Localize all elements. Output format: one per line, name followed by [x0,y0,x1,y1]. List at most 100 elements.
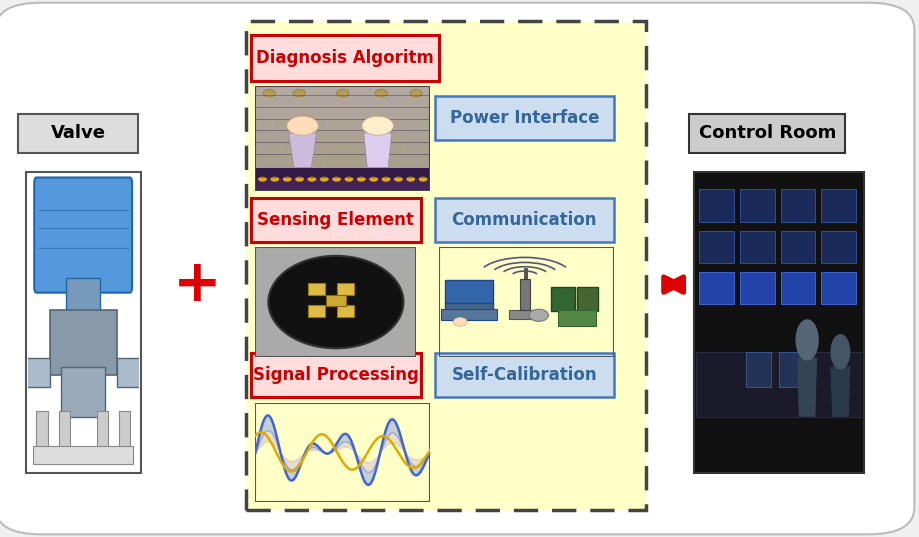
Bar [61,366,106,417]
Polygon shape [335,93,387,168]
Bar [255,168,430,191]
Circle shape [295,177,304,182]
Bar [822,231,857,263]
Bar [50,310,117,375]
Circle shape [375,90,387,97]
Bar [336,283,355,295]
Bar [308,283,325,295]
Bar [780,272,815,304]
Text: Communication: Communication [451,211,597,229]
Bar [33,446,133,464]
Bar [308,305,325,317]
FancyBboxPatch shape [694,172,864,473]
Bar [696,352,862,417]
Polygon shape [797,358,817,417]
Circle shape [287,117,318,135]
Circle shape [357,177,366,182]
Bar [255,107,430,120]
Bar [558,310,596,326]
Text: +: + [173,256,222,313]
FancyBboxPatch shape [34,177,132,293]
Bar [822,189,857,222]
FancyBboxPatch shape [435,353,614,397]
Circle shape [406,177,415,182]
FancyBboxPatch shape [251,353,421,397]
FancyBboxPatch shape [246,21,646,510]
Circle shape [336,90,349,97]
Polygon shape [831,366,850,417]
Circle shape [268,256,403,349]
Bar [699,189,734,222]
Bar [740,231,775,263]
Polygon shape [325,93,360,168]
Circle shape [264,90,276,97]
Bar [255,119,430,132]
Circle shape [333,177,341,182]
Text: Sensing Element: Sensing Element [257,211,414,229]
Circle shape [796,319,819,361]
Bar [336,305,355,317]
Bar [699,231,734,263]
Bar [740,189,775,222]
Text: Diagnosis Algoritm: Diagnosis Algoritm [256,49,434,67]
Circle shape [258,177,267,182]
Bar [255,165,430,178]
Circle shape [345,177,353,182]
Polygon shape [294,93,352,168]
Bar [779,352,804,387]
Bar [509,310,540,318]
Bar [255,96,430,108]
Text: Control Room: Control Room [698,124,836,142]
Polygon shape [265,93,325,168]
FancyBboxPatch shape [435,96,614,140]
Polygon shape [360,93,422,168]
Bar [255,154,430,166]
Bar [117,358,141,387]
Bar [445,303,494,311]
Bar [96,411,108,458]
Polygon shape [364,133,391,168]
Bar [551,287,575,311]
FancyBboxPatch shape [689,114,845,153]
Circle shape [308,177,316,182]
Circle shape [270,177,279,182]
Bar [119,411,130,458]
Bar [255,130,430,143]
Bar [59,411,70,458]
Circle shape [369,177,378,182]
Bar [822,272,857,304]
Bar [441,309,497,320]
Circle shape [453,317,467,326]
Circle shape [410,90,422,97]
Circle shape [293,90,305,97]
FancyBboxPatch shape [18,114,138,153]
Circle shape [394,177,403,182]
Circle shape [419,177,427,182]
Bar [780,231,815,263]
Text: Self-Calibration: Self-Calibration [451,366,597,384]
Circle shape [283,177,291,182]
Bar [740,272,775,304]
Circle shape [529,309,549,321]
Circle shape [362,117,393,135]
FancyBboxPatch shape [251,198,421,242]
Bar [577,287,598,311]
Text: Power Interface: Power Interface [449,108,599,127]
Text: Signal Processing: Signal Processing [253,366,419,384]
FancyBboxPatch shape [26,172,141,473]
Bar [699,272,734,304]
Bar [66,278,100,322]
Polygon shape [289,133,316,168]
Bar [745,352,770,387]
Circle shape [381,177,391,182]
Bar [780,189,815,222]
Circle shape [831,334,850,369]
Bar [326,295,346,307]
Bar [519,279,530,310]
Bar [780,272,815,304]
Bar [445,280,494,304]
FancyBboxPatch shape [435,198,614,242]
Bar [255,142,430,155]
Bar [524,268,528,279]
Circle shape [320,177,329,182]
